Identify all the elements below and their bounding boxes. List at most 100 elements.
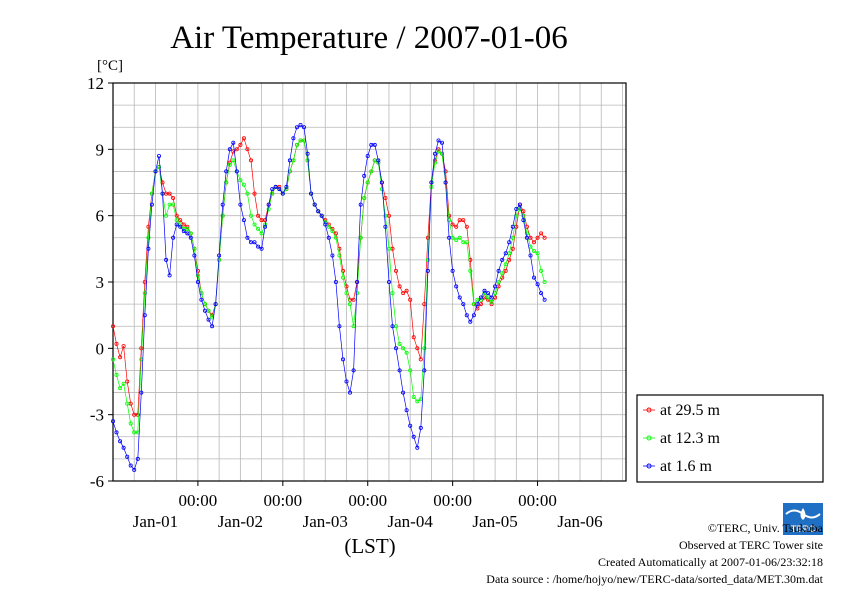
data-point: [284, 184, 289, 189]
series-line: [112, 137, 545, 416]
data-point: [457, 235, 462, 240]
data-point: [471, 313, 476, 318]
data-point: [270, 187, 275, 192]
data-point: [493, 284, 498, 289]
data-point: [241, 136, 246, 141]
data-point: [114, 341, 119, 346]
credit-created: Created Automatically at 2007-01-06/23:3…: [598, 555, 823, 569]
data-point: [358, 202, 363, 207]
data-point: [439, 140, 444, 145]
data-point: [429, 180, 434, 185]
data-point: [362, 173, 367, 178]
data-point: [202, 308, 207, 313]
data-point: [305, 151, 310, 156]
legend-label: at 29.5 m: [660, 402, 721, 419]
data-point: [256, 226, 261, 231]
data-point: [425, 257, 430, 262]
data-point: [539, 291, 544, 296]
data-point: [539, 231, 544, 236]
data-point: [401, 346, 406, 351]
data-point: [259, 246, 264, 251]
data-point: [121, 344, 126, 349]
data-point: [118, 386, 123, 391]
data-point: [171, 235, 176, 240]
legend-box: [636, 394, 824, 483]
data-point: [266, 202, 271, 207]
data-point: [192, 253, 197, 258]
data-point: [333, 279, 338, 284]
data-point: [365, 153, 370, 158]
data-point: [510, 246, 515, 251]
x-tick-label: 00:00: [179, 491, 218, 510]
data-point: [344, 379, 349, 384]
data-point: [532, 240, 537, 245]
y-tick-label: 0: [96, 339, 105, 358]
data-point: [422, 368, 427, 373]
data-point: [149, 202, 154, 207]
data-point: [125, 401, 130, 406]
data-point: [450, 268, 455, 273]
data-point: [390, 324, 395, 329]
data-point: [111, 357, 116, 362]
data-point: [521, 213, 526, 218]
date-label: Jan-02: [218, 512, 263, 531]
data-point: [432, 151, 437, 156]
data-point: [291, 136, 296, 141]
data-point: [418, 357, 423, 362]
logo-text: TERC: [791, 524, 816, 534]
data-point: [404, 350, 409, 355]
data-point: [503, 251, 508, 256]
data-point: [418, 425, 423, 430]
data-point: [496, 279, 501, 284]
data-point: [404, 408, 409, 413]
water-drop-icon: [800, 508, 806, 520]
series-2: [111, 138, 547, 435]
x-tick-label: 00:00: [348, 491, 387, 510]
data-point: [383, 224, 388, 229]
data-point: [432, 160, 437, 165]
data-point: [347, 390, 352, 395]
data-point: [188, 235, 193, 240]
data-point: [238, 202, 243, 207]
data-point: [401, 390, 406, 395]
data-point: [539, 268, 544, 273]
data-point: [439, 151, 444, 156]
data-point: [503, 268, 508, 273]
data-point: [532, 275, 537, 280]
chart-title: Air Temperature / 2007-01-06: [170, 20, 568, 56]
y-tick-label: 9: [96, 140, 105, 159]
data-point: [340, 268, 345, 273]
data-point: [489, 295, 494, 300]
data-point: [397, 284, 402, 289]
data-point: [478, 295, 483, 300]
data-point: [118, 355, 123, 360]
data-point: [174, 213, 179, 218]
legend-item: at 1.6 m: [643, 458, 713, 475]
data-point: [181, 229, 186, 234]
data-point: [347, 302, 352, 307]
data-point: [149, 191, 154, 196]
data-point: [312, 202, 317, 207]
data-point: [174, 222, 179, 227]
data-point: [496, 268, 501, 273]
data-point: [128, 463, 133, 468]
data-point: [301, 125, 306, 130]
data-point: [464, 240, 469, 245]
x-axis-label: (LST): [344, 534, 395, 558]
data-point: [199, 297, 204, 302]
data-point: [436, 147, 441, 152]
data-point: [210, 324, 215, 329]
y-tick-label: -3: [90, 406, 104, 425]
data-point: [372, 142, 377, 147]
data-point: [164, 213, 169, 218]
data-point: [125, 379, 130, 384]
data-point: [468, 319, 473, 324]
data-point: [415, 445, 420, 450]
data-point: [156, 164, 161, 169]
data-point: [408, 297, 413, 302]
data-point: [259, 231, 264, 236]
legend-item: at 29.5 m: [643, 402, 721, 419]
data-point: [542, 279, 547, 284]
data-point: [493, 291, 498, 296]
